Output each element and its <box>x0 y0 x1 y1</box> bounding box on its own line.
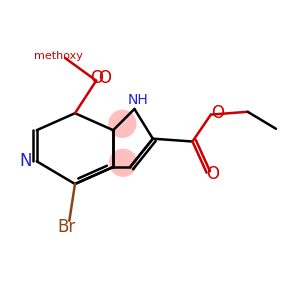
Text: methoxy: methoxy <box>34 51 83 61</box>
Circle shape <box>109 148 137 177</box>
Text: O: O <box>98 69 111 87</box>
Text: NH: NH <box>128 94 148 107</box>
Text: Br: Br <box>57 218 76 236</box>
Text: N: N <box>20 152 32 170</box>
Circle shape <box>108 110 136 138</box>
Text: O: O <box>90 69 103 87</box>
Text: O: O <box>212 104 224 122</box>
Text: O: O <box>206 165 219 183</box>
